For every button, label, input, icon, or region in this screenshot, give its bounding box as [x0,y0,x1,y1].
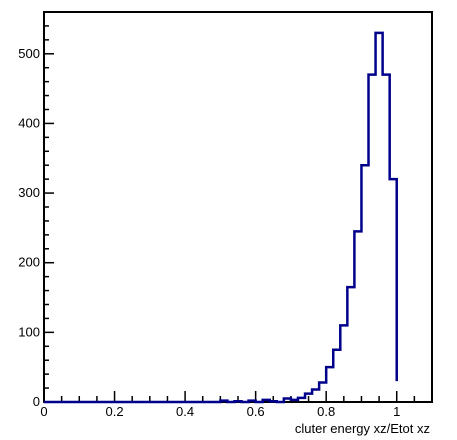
x-tick-label: 0.8 [317,404,335,419]
x-tick-label: 1 [393,404,400,419]
x-tick-label: 0.4 [176,404,194,419]
histogram-series-line [44,31,398,404]
y-axis-ticks: 0 100 200 300 400 500 [18,11,54,409]
y-tick-label: 300 [18,185,40,200]
y-tick-label: 100 [18,324,40,339]
x-tick-label: 0.6 [247,404,265,419]
x-tick-label: 0.2 [106,404,124,419]
x-tick-label: 0 [40,404,47,419]
x-axis-ticks: 0 0.2 0.4 0.6 0.8 1 [40,391,433,419]
y-tick-label: 500 [18,46,40,61]
plot-frame [43,11,433,403]
y-tick-label: 200 [18,255,40,270]
y-tick-label: 0 [33,394,40,409]
x-axis-title: cluter energy xz/Etot xz [295,421,430,436]
y-tick-label: 400 [18,115,40,130]
